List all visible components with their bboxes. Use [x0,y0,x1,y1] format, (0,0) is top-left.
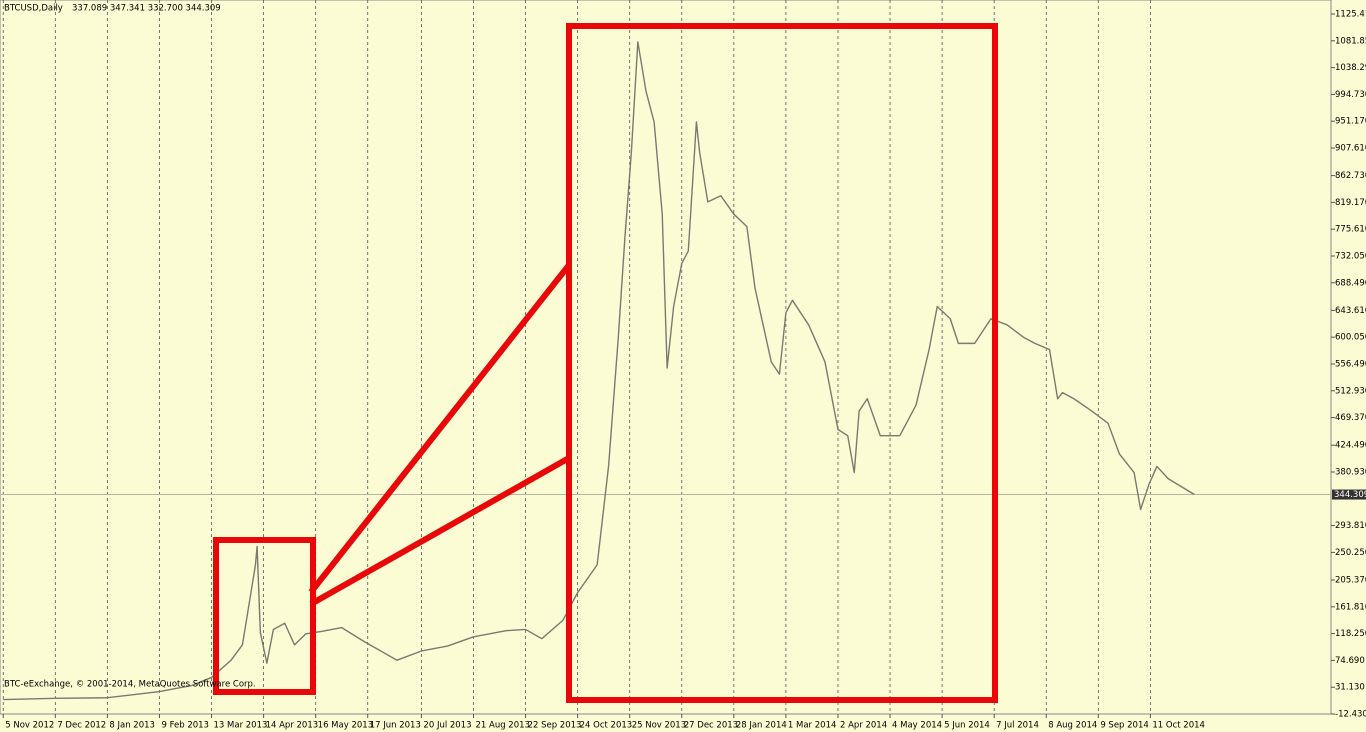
y-tick-label: 732.050 [1335,251,1366,261]
price-line [3,41,1195,701]
y-tick-label: 74.690 [1335,656,1365,666]
x-tick-label: 7 Dec 2012 [57,721,106,731]
axes: 5 Nov 2012 7 Dec 2012 8 Jan 2013 9 Feb 2013… [2,10,1366,731]
x-tick-label: 8 Jan 2013 [109,721,155,731]
y-tick-label: 688.490 [1335,278,1366,288]
x-tick-label: 4 May 2014 [892,721,942,731]
x-tick-label: 22 Sep 2013 [528,721,582,731]
y-tick-label: 205.370 [1335,576,1366,586]
x-tick-label: 1 Mar 2014 [788,721,836,731]
plot-area [0,0,1332,715]
y-tick-label: 161.810 [1335,602,1366,612]
highlight-box-large [566,23,998,703]
y-tick-label: 819.170 [1335,198,1366,208]
y-tick-label: 1038.290 [1335,63,1366,73]
ohlc-values: 337.089 347.341 332.700 344.309 [72,4,221,14]
x-tick-label: 28 Jan 2014 [736,721,787,731]
x-tick-label: 27 Dec 2013 [684,721,738,731]
y-tick-label: 907.610 [1335,143,1366,153]
x-tick-label: 9 Feb 2013 [161,721,209,731]
y-tick-label: 31.130 [1335,683,1365,693]
current-price-label: 344.309 [1334,490,1366,500]
y-tick-label: 469.370 [1335,413,1366,423]
x-tick-label: 20 Jul 2013 [423,721,471,731]
y-tick-label: -12.430 [1335,710,1366,720]
x-tick-label: 11 Oct 2014 [1152,721,1205,731]
series [3,41,1195,701]
x-tick-label: 5 Jun 2014 [944,721,990,731]
x-tick-label: 16 May 2013 [318,721,373,731]
y-tick-label: 118.250 [1335,629,1366,639]
y-tick-label: 380.930 [1335,468,1366,478]
x-tick-label: 21 Aug 2013 [475,721,529,731]
y-tick-label: 424.490 [1335,441,1366,451]
highlight-box-small [213,537,316,695]
y-tick-label: 556.490 [1335,360,1366,370]
y-tick-label: 1125.410 [1335,10,1366,20]
x-tick-label: 13 Mar 2013 [214,721,268,731]
y-tick-label: 600.050 [1335,333,1366,343]
x-tick-label: 9 Sep 2014 [1100,721,1148,731]
x-tick-label: 8 Aug 2014 [1048,721,1097,731]
connector-line [309,455,571,607]
current-price-box [1332,489,1366,500]
chart-title: BTCUSD,Daily [4,4,63,14]
x-tick-label: 14 Apr 2013 [266,721,319,731]
y-tick-label: 775.610 [1335,225,1366,235]
y-tick-label: 862.730 [1335,171,1366,181]
x-tick-label: 17 Jun 2013 [370,721,421,731]
annotation-highlight [213,23,998,703]
x-tick-label: 25 Nov 2013 [632,721,686,731]
credit: BTC-eExchange, © 2001-2014, MetaQuotes S… [4,680,256,690]
y-tick-label: 1081.850 [1335,36,1366,46]
y-tick-label: 293.810 [1335,521,1366,531]
x-tick-label: 24 Oct 2013 [580,721,633,731]
x-tick-label: 5 Nov 2012 [5,721,54,731]
y-tick-label: 250.250 [1335,548,1366,558]
x-tick-label: 7 Jul 2014 [996,721,1039,731]
y-tick-label: 512.930 [1335,386,1366,396]
y-tick-label: 643.610 [1335,306,1366,316]
y-tick-label: 994.730 [1335,90,1366,100]
y-tick-label: 951.170 [1335,117,1366,127]
x-tick-label: 2 Apr 2014 [840,721,887,731]
connector-line [308,263,572,594]
